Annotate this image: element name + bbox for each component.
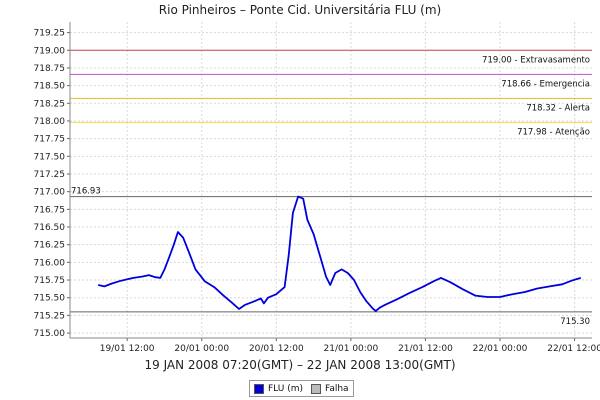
series-line-flu [98, 195, 582, 312]
y-tick-label: 718.75 [34, 64, 66, 74]
x-tick-label: 19/01 12:00 [100, 344, 155, 354]
y-tick-label: 715.00 [34, 329, 66, 339]
legend-swatch-falha [310, 383, 321, 394]
x-tick-label: 20/01 12:00 [249, 344, 304, 354]
min-marker-label: 715.30 [560, 317, 590, 327]
chart-subtitle: 19 JAN 2008 07:20(GMT) – 22 JAN 2008 13:… [144, 358, 456, 372]
legend-swatch-flu [254, 383, 264, 394]
y-tick-label: 715.75 [34, 276, 66, 286]
y-tick-label: 718.50 [34, 82, 66, 92]
y-tick-label: 715.25 [34, 311, 66, 321]
x-tick-label: 22/01 12:00 [547, 344, 600, 354]
y-tick-label: 718.25 [34, 99, 66, 109]
chart-title: Rio Pinheiros – Ponte Cid. Universitária… [158, 3, 442, 17]
x-tick-label: 21/01 12:00 [398, 344, 453, 354]
legend-label-falha: Falha [324, 383, 349, 394]
y-tick-label: 717.50 [34, 152, 66, 162]
threshold-label: 719.00 - Extravasamento [482, 55, 590, 65]
threshold-label: 717.98 - Atenção [517, 127, 590, 137]
legend-item-flu[interactable]: FLU (m) [254, 383, 303, 394]
legend-item-falha[interactable]: Falha [310, 383, 349, 394]
y-tick-label: 715.50 [34, 294, 66, 304]
x-tick-label: 20/01 00:00 [174, 344, 229, 354]
legend: FLU (m) Falha [249, 380, 354, 397]
threshold-label: 718.66 - Emergencia [501, 79, 590, 89]
x-tick-label: 22/01 00:00 [473, 344, 528, 354]
y-tick-label: 718.00 [34, 117, 66, 127]
x-tick-label: 21/01 00:00 [324, 344, 379, 354]
y-tick-label: 719.00 [34, 46, 66, 56]
y-tick-label: 716.50 [34, 223, 66, 233]
max-marker-label: 716.93 [71, 187, 101, 197]
y-tick-label: 716.00 [34, 258, 66, 268]
plot-area [70, 22, 592, 338]
y-tick-label: 716.25 [34, 241, 66, 251]
legend-label-flu: FLU (m) [268, 383, 303, 394]
y-tick-label: 717.00 [34, 188, 66, 198]
threshold-label: 718.32 - Alerta [526, 103, 590, 113]
y-tick-label: 717.75 [34, 135, 66, 145]
y-tick-label: 719.25 [34, 29, 66, 39]
y-tick-label: 717.25 [34, 170, 66, 180]
y-tick-label: 716.75 [34, 205, 66, 215]
